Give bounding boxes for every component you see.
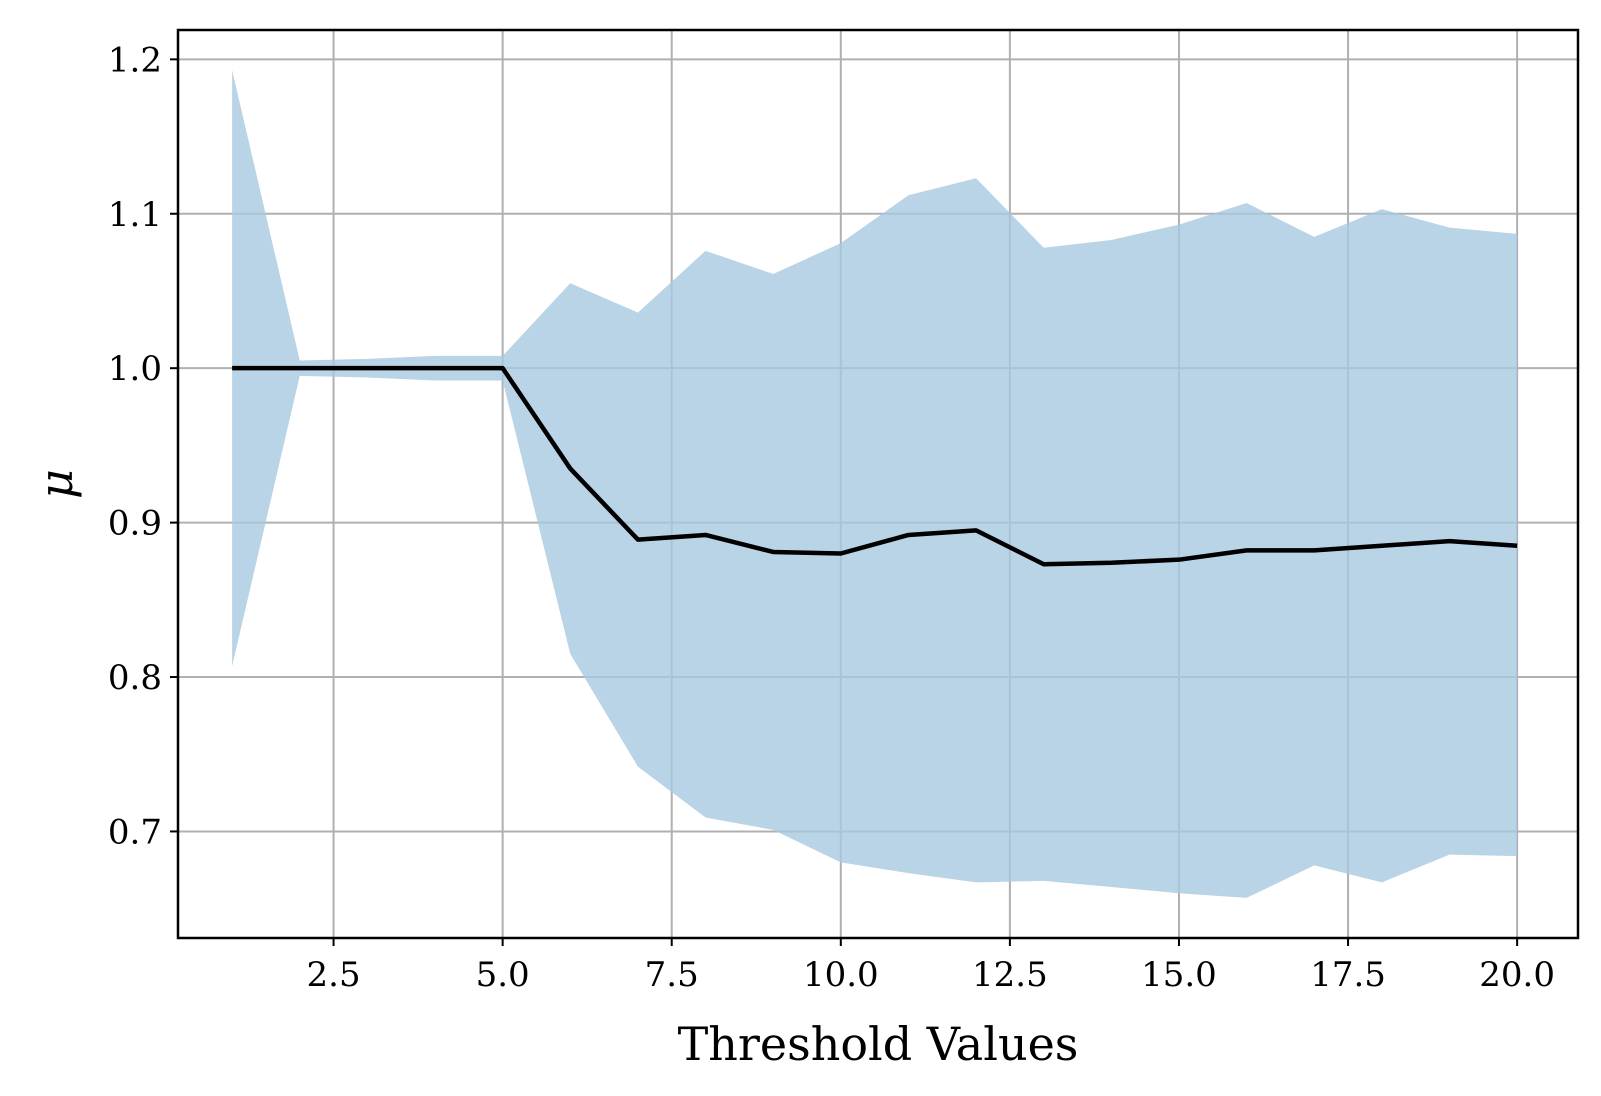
series-line-0 [232, 365, 1518, 567]
x-tick-label: 12.5 [972, 955, 1048, 995]
x-axis-label: Threshold Values [678, 1017, 1079, 1071]
y-tick-label: 1.2 [108, 40, 162, 80]
x-tick-label: 5.0 [476, 955, 530, 995]
x-tick-label: 10.0 [803, 955, 879, 995]
plot-frame [176, 28, 1580, 940]
x-tick-label: 7.5 [645, 955, 699, 995]
y-tick-label: 0.9 [108, 504, 162, 544]
y-tick-label: 0.7 [108, 812, 162, 852]
axis-ticks: 2.5 5.0 7.5 10.0 12.5 15.0 17.5 20.0 0.7 0.8 0.9 1.… [108, 40, 1555, 995]
y-tick-label: 1.1 [108, 195, 162, 235]
x-tick-label: 20.0 [1479, 955, 1555, 995]
y-tick-label: 1.0 [108, 349, 162, 389]
band-area [232, 70, 1518, 898]
y-axis-label: μ [29, 469, 83, 499]
x-tick-label: 2.5 [307, 955, 361, 995]
series-lines [232, 365, 1518, 567]
x-tick-label: 17.5 [1310, 955, 1386, 995]
x-tick-label: 15.0 [1141, 955, 1217, 995]
confidence-band [232, 70, 1518, 898]
y-tick-label: 0.8 [108, 658, 162, 698]
